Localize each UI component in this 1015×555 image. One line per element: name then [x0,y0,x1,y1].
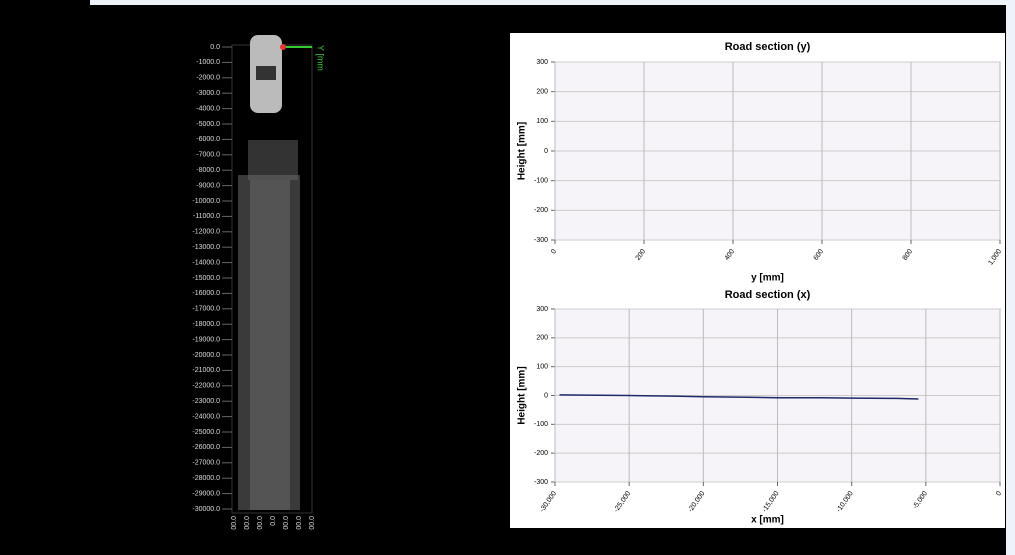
scan-y-label: -27000.0 [192,460,220,467]
data-line [559,394,919,400]
y-tick-label: -200 [534,207,548,214]
scan-y-label: -15000.0 [192,275,220,282]
y-tick-label: 100 [536,118,548,125]
scan-y-label: -19000.0 [192,336,220,343]
scan-y-label: -9000.0 [196,182,220,189]
origin [280,44,286,50]
y-tick-label: -100 [534,421,548,428]
scan-image [231,35,313,514]
x-axis-label: x [mm] [751,515,784,526]
scan-x-label: 00.0 [231,516,238,530]
scan-y-label: 0.0 [210,44,220,51]
scan-strip [248,140,298,180]
x-axis-label: y [mm] [751,273,784,284]
y-tick-label: 200 [536,335,548,342]
scan-y-label: -2000.0 [196,75,220,82]
chart-title: Road section (x) [725,289,811,301]
scan-y-label: -11000.0 [193,213,220,220]
x-tick-label: 0 [995,490,1003,497]
scan-x-label: 00.0 [309,516,316,530]
y-tick-label: -200 [534,450,548,457]
scan-y-label: -25000.0 [192,429,220,436]
scan-y-label: -21000.0 [192,367,220,374]
x-tick-label: 0 [550,248,558,255]
scan-y-label: -18000.0 [192,321,220,328]
scan-y-label: -14000.0 [192,259,220,266]
scan-y-label: -23000.0 [192,398,220,405]
y-tick-label: -300 [534,237,548,244]
scan-y-label: -28000.0 [192,475,220,482]
right-strip [1006,0,1015,555]
scan-y-label: -30000.0 [192,506,220,513]
car-window [256,66,276,80]
scan-x-label: 00.0 [296,516,303,530]
scan-strip [238,175,300,510]
scan-y-label: -12000.0 [192,229,220,236]
scan-y-label: -8000.0 [196,167,220,174]
scan-x-label: 00.0 [244,516,251,530]
scan-y-label: -6000.0 [196,136,220,143]
scan-y-label: -5000.0 [196,121,220,128]
chart-title: Road section (y) [725,41,811,53]
top-strip [90,0,1015,5]
scan-y-label: -13000.0 [192,244,220,251]
y-tick-label: 0 [544,148,548,155]
scan-y-label: -3000.0 [196,90,220,97]
y-tick-label: -300 [534,479,548,486]
scan-y-label: -1000.0 [196,59,220,66]
scan-y-label: -10000.0 [192,198,220,205]
y-axis-label: Height [mm] [517,366,528,424]
scan-y-label: -4000.0 [196,105,220,112]
scan-y-label: -20000.0 [192,352,220,359]
y-tick-label: 100 [536,364,548,371]
scan-x-label: 0.0 [270,516,277,526]
y-tick-label: 200 [536,89,548,96]
scan-y-label: -29000.0 [192,490,220,497]
scan-x-label: 00.0 [283,516,290,530]
scan-axis-label: Y [mm [316,45,326,71]
y-axis-label: Height [mm] [517,122,528,180]
scan-y-label: -26000.0 [192,444,220,451]
y-tick-label: 300 [536,59,548,66]
scan-y-label: -16000.0 [192,290,220,297]
scan-y-label: -7000.0 [196,152,220,159]
y-tick-label: 300 [536,306,548,313]
scan-x-label: 00.0 [257,516,264,530]
y-tick-label: 0 [544,392,548,399]
scan-strip [250,180,290,510]
scan-y-label: -22000.0 [192,383,220,390]
scan-y-label: -17000.0 [192,306,220,313]
scan-y-label: -24000.0 [192,413,220,420]
y-tick-label: -100 [534,178,548,185]
